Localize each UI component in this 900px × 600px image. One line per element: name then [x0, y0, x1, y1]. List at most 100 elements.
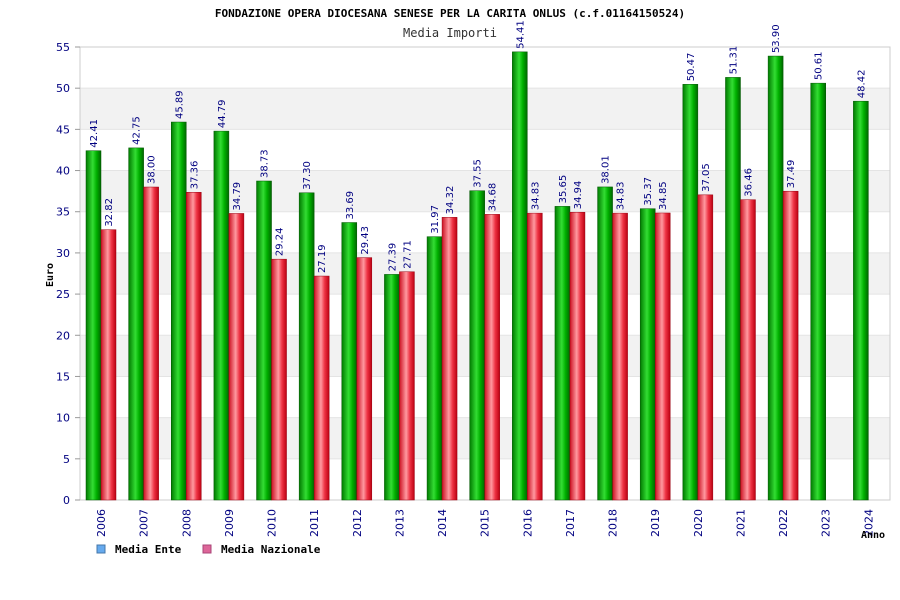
y-tick-label: 40: [56, 165, 70, 178]
x-tick-label: 2006: [95, 509, 108, 537]
data-label: 27.19: [317, 244, 328, 273]
bar-media-nazionale-2020: [697, 194, 714, 501]
data-label: 42.75: [132, 116, 143, 145]
x-tick-label: 2017: [564, 509, 577, 537]
data-label: 34.83: [616, 181, 627, 210]
x-axis-label: Anno: [861, 530, 885, 541]
y-tick-label: 50: [56, 82, 70, 95]
x-tick-label: 2018: [607, 509, 620, 537]
y-axis-label: Euro: [45, 263, 56, 287]
y-tick-label: 15: [56, 370, 70, 383]
bar-media-ente-2017: [554, 206, 571, 501]
data-label: 50.47: [686, 53, 697, 82]
y-tick-label: 10: [56, 412, 70, 425]
data-label: 34.79: [232, 182, 243, 211]
x-tick-label: 2021: [734, 509, 747, 537]
bar-media-nazionale-2021: [740, 199, 756, 501]
bar-media-nazionale-2007: [143, 186, 159, 501]
data-labels: 42.41 32.82 42.75 38.00 45.89 37.36 44.79 34.79…: [89, 20, 867, 273]
bar-media-ente-2007: [128, 147, 144, 501]
data-label: 32.82: [104, 198, 115, 227]
bar-media-nazionale-2015: [484, 214, 500, 501]
y-tick-label: 0: [63, 494, 70, 507]
data-label: 53.90: [771, 24, 782, 53]
data-label: 29.43: [360, 226, 371, 255]
bar-media-nazionale-2013: [399, 271, 415, 501]
bar-media-nazionale-2022: [782, 190, 799, 501]
bar-media-ente-2010: [256, 180, 272, 501]
data-label: 36.46: [743, 168, 754, 197]
legend-swatch-media-nazionale: [202, 544, 212, 554]
bar-media-nazionale-2012: [356, 257, 373, 501]
y-tick-label: 45: [56, 123, 70, 136]
bar-media-ente-2012: [341, 222, 358, 501]
data-label: 34.85: [658, 181, 669, 210]
bar-media-nazionale-2016: [527, 212, 543, 501]
y-axis-ticks: 0 5 10 15 20 25 30 35 40 45 50 55: [56, 41, 80, 507]
data-label: 35.37: [643, 177, 654, 206]
bar-media-ente-2024: [853, 100, 869, 501]
y-tick-label: 20: [56, 329, 70, 342]
data-label: 54.41: [515, 20, 526, 49]
bar-media-ente-2016: [512, 51, 528, 501]
bars: [85, 51, 869, 501]
data-label: 42.41: [89, 119, 100, 148]
bar-media-ente-2011: [298, 192, 315, 501]
x-tick-label: 2023: [820, 509, 833, 537]
y-tick-label: 55: [56, 41, 70, 54]
grid-band: [80, 88, 890, 130]
data-label: 44.79: [217, 99, 228, 128]
x-tick-label: 2011: [308, 509, 321, 537]
chart-subtitle: Media Importi: [403, 26, 497, 40]
bar-media-ente-2021: [725, 77, 741, 501]
bar-media-nazionale-2014: [441, 217, 458, 501]
data-label: 34.94: [573, 181, 584, 210]
bar-media-ente-2014: [426, 236, 443, 501]
data-label: 35.65: [558, 175, 569, 204]
legend-label-media-nazionale: Media Nazionale: [221, 543, 321, 556]
x-tick-label: 2022: [777, 509, 790, 537]
y-tick-label: 30: [56, 247, 70, 260]
data-label: 29.24: [275, 228, 286, 257]
bar-media-ente-2018: [597, 186, 613, 501]
bar-media-ente-2013: [384, 274, 400, 501]
data-label: 37.05: [701, 163, 712, 192]
bar-media-nazionale-2018: [612, 212, 628, 501]
bar-media-ente-2020: [682, 84, 699, 501]
x-tick-label: 2012: [351, 509, 364, 537]
data-label: 27.39: [387, 243, 398, 272]
bar-media-nazionale-2006: [100, 229, 117, 501]
x-tick-label: 2020: [692, 509, 705, 537]
x-tick-label: 2019: [649, 509, 662, 537]
bar-media-ente-2015: [469, 190, 485, 501]
x-tick-label: 2016: [521, 509, 534, 537]
bar-media-ente-2006: [85, 150, 102, 501]
bar-media-nazionale-2010: [271, 258, 287, 501]
y-tick-label: 25: [56, 288, 70, 301]
data-label: 33.69: [345, 191, 356, 220]
data-label: 48.42: [856, 70, 867, 99]
data-label: 38.73: [260, 149, 271, 178]
bar-media-nazionale-2011: [313, 275, 330, 501]
bar-media-nazionale-2019: [654, 212, 671, 501]
data-label: 50.61: [814, 52, 825, 81]
x-tick-label: 2009: [223, 509, 236, 537]
data-label: 37.36: [189, 161, 200, 190]
data-label: 38.01: [601, 155, 612, 184]
y-tick-label: 5: [63, 453, 70, 466]
data-label: 34.32: [445, 186, 456, 215]
x-tick-label: 2007: [138, 509, 151, 537]
data-label: 27.71: [402, 240, 413, 269]
data-label: 37.30: [302, 161, 313, 190]
x-tick-label: 2015: [479, 509, 492, 537]
bar-media-ente-2023: [810, 82, 826, 501]
data-label: 37.55: [473, 159, 484, 188]
bar-media-nazionale-2017: [569, 211, 586, 501]
bar-media-ente-2019: [639, 208, 656, 501]
data-label: 37.49: [786, 160, 797, 189]
x-tick-label: 2010: [266, 509, 279, 537]
data-label: 38.00: [147, 155, 158, 184]
x-tick-label: 2013: [393, 509, 406, 537]
bar-media-nazionale-2009: [228, 213, 245, 501]
